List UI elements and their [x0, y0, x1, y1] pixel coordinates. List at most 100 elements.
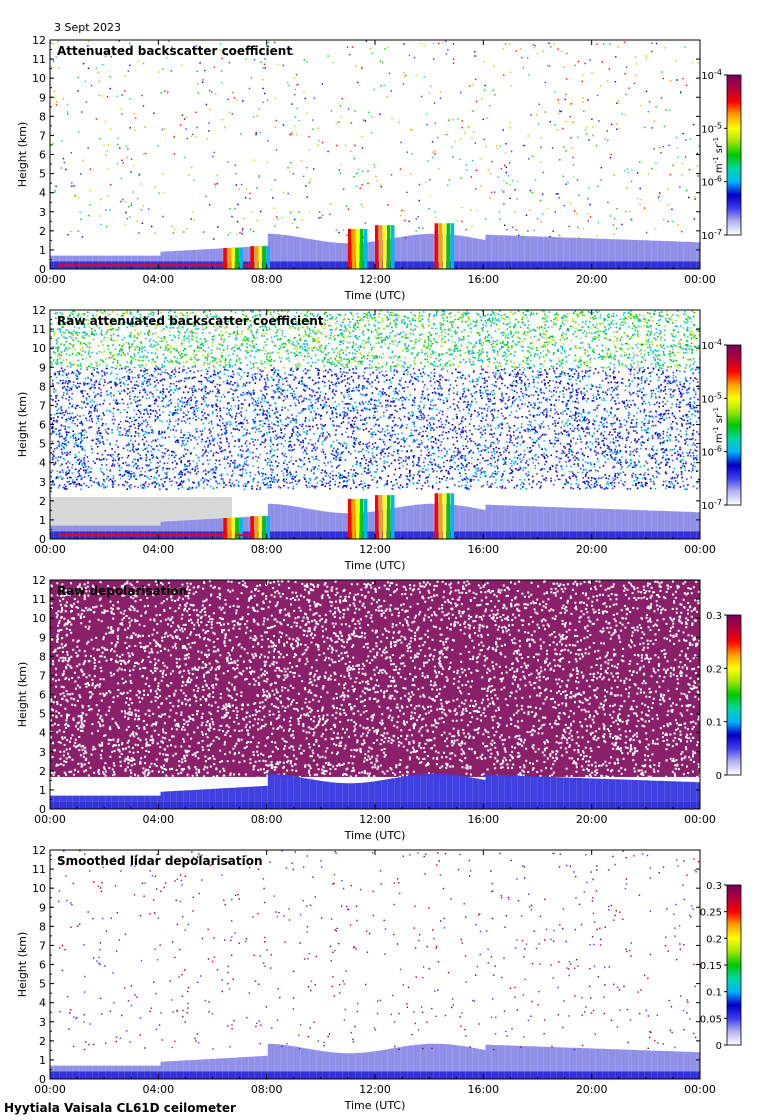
- x-tick-label: 08:00: [251, 543, 283, 556]
- colorbar-label: 0.1: [706, 988, 722, 999]
- y-tick-label: 6: [39, 149, 46, 162]
- y-axis-label: Height (km): [16, 932, 29, 998]
- panel-3: Raw depolarisation0123456789101112Height…: [16, 574, 742, 842]
- colorbar-label: 0.2: [706, 934, 722, 945]
- colorbar-label: 0.15: [700, 961, 722, 972]
- y-tick-label: 11: [32, 323, 46, 336]
- x-tick-label: 08:00: [251, 1083, 283, 1096]
- y-tick-label: 2: [39, 765, 46, 778]
- x-tick-label: 12:00: [359, 813, 391, 826]
- y-tick-label: 12: [32, 574, 46, 587]
- heatmap-cells-8: [58, 493, 439, 539]
- plot-area: [50, 850, 700, 1079]
- x-tick-label: 12:00: [359, 273, 391, 286]
- y-tick-label: 7: [39, 399, 46, 412]
- y-tick-label: 3: [39, 206, 46, 219]
- y-tick-label: 4: [39, 457, 46, 470]
- x-tick-label: 00:00: [684, 543, 716, 556]
- x-tick-label: 16:00: [467, 813, 499, 826]
- colorbar-label: 0.05: [700, 1014, 722, 1025]
- colorbar-label: 0: [716, 1041, 722, 1052]
- y-tick-label: 9: [39, 361, 46, 374]
- x-tick-label: 00:00: [684, 1083, 716, 1096]
- y-tick-label: 9: [39, 631, 46, 644]
- y-tick-label: 12: [32, 34, 46, 47]
- colorbar-label: 10-4: [701, 338, 722, 352]
- panel-4: Smoothed lidar depolarisation01234567891…: [16, 844, 742, 1112]
- y-tick-label: 9: [39, 91, 46, 104]
- x-tick-label: 04:00: [142, 1083, 174, 1096]
- y-tick-label: 11: [32, 53, 46, 66]
- y-tick-label: 6: [39, 419, 46, 432]
- y-axis-label: Height (km): [16, 122, 29, 188]
- x-tick-label: 00:00: [34, 1083, 66, 1096]
- x-tick-label: 12:00: [359, 543, 391, 556]
- y-tick-label: 3: [39, 746, 46, 759]
- x-axis-label: Time (UTC): [344, 829, 406, 842]
- colorbar-label: 0.1: [706, 718, 722, 729]
- heatmap-field: [50, 580, 700, 809]
- panel-title: Attenuated backscatter coefficient: [57, 44, 292, 58]
- y-tick-label: 5: [39, 438, 46, 451]
- y-tick-label: 4: [39, 727, 46, 740]
- y-tick-label: 4: [39, 997, 46, 1010]
- x-tick-label: 00:00: [34, 543, 66, 556]
- x-tick-label: 12:00: [359, 1083, 391, 1096]
- colorbar: [726, 884, 742, 1046]
- y-tick-label: 1: [39, 514, 46, 527]
- y-tick-label: 8: [39, 650, 46, 663]
- y-tick-label: 5: [39, 708, 46, 721]
- y-tick-label: 7: [39, 939, 46, 952]
- figure-date: 3 Sept 2023: [54, 21, 122, 34]
- x-tick-label: 00:00: [684, 813, 716, 826]
- y-tick-label: 3: [39, 476, 46, 489]
- y-tick-label: 8: [39, 920, 46, 933]
- y-tick-label: 2: [39, 225, 46, 238]
- x-axis-label: Time (UTC): [344, 1099, 406, 1112]
- heatmap-cells-4: [50, 850, 700, 1050]
- y-tick-label: 0: [39, 803, 46, 816]
- y-tick-label: 2: [39, 1035, 46, 1048]
- y-tick-label: 5: [39, 978, 46, 991]
- y-tick-label: 3: [39, 1016, 46, 1029]
- colorbar-label: 0.3: [706, 881, 722, 892]
- x-tick-label: 16:00: [467, 543, 499, 556]
- panel-title: Raw attenuated backscatter coefficient: [57, 314, 324, 328]
- panel-1: Attenuated backscatter coefficient012345…: [16, 34, 742, 302]
- y-tick-label: 8: [39, 380, 46, 393]
- y-tick-label: 6: [39, 689, 46, 702]
- x-tick-label: 04:00: [142, 273, 174, 286]
- y-tick-label: 4: [39, 187, 46, 200]
- y-tick-label: 10: [32, 72, 46, 85]
- y-tick-label: 1: [39, 784, 46, 797]
- x-tick-label: 00:00: [34, 813, 66, 826]
- colorbar-unit: m-1 sr-1: [712, 137, 725, 173]
- y-tick-label: 10: [32, 612, 46, 625]
- colorbar-label: 0.2: [706, 664, 722, 675]
- colorbar-label: 10-4: [701, 68, 722, 82]
- y-tick-label: 11: [32, 593, 46, 606]
- colorbar-label: 10-5: [701, 391, 722, 405]
- colorbar-label: 10-5: [701, 121, 722, 135]
- panel-title: Smoothed lidar depolarisation: [57, 854, 263, 868]
- heatmap-cells-0: [50, 1043, 700, 1072]
- y-tick-label: 0: [39, 533, 46, 546]
- y-tick-label: 8: [39, 110, 46, 123]
- figure-footer: Hyytiala Vaisala CL61D ceilometer: [4, 1101, 236, 1115]
- y-tick-label: 1: [39, 244, 46, 257]
- y-tick-label: 6: [39, 959, 46, 972]
- x-tick-label: 08:00: [251, 813, 283, 826]
- colorbar: [726, 74, 742, 236]
- y-tick-label: 11: [32, 863, 46, 876]
- y-tick-label: 7: [39, 669, 46, 682]
- x-tick-label: 20:00: [576, 543, 608, 556]
- colorbar-label: 0.25: [700, 908, 722, 919]
- x-tick-label: 20:00: [576, 1083, 608, 1096]
- x-tick-label: 04:00: [142, 543, 174, 556]
- y-tick-label: 10: [32, 342, 46, 355]
- y-tick-label: 10: [32, 882, 46, 895]
- x-axis-label: Time (UTC): [344, 289, 406, 302]
- heatmap-cells-0: [50, 773, 700, 802]
- colorbar-label: 0.3: [706, 611, 722, 622]
